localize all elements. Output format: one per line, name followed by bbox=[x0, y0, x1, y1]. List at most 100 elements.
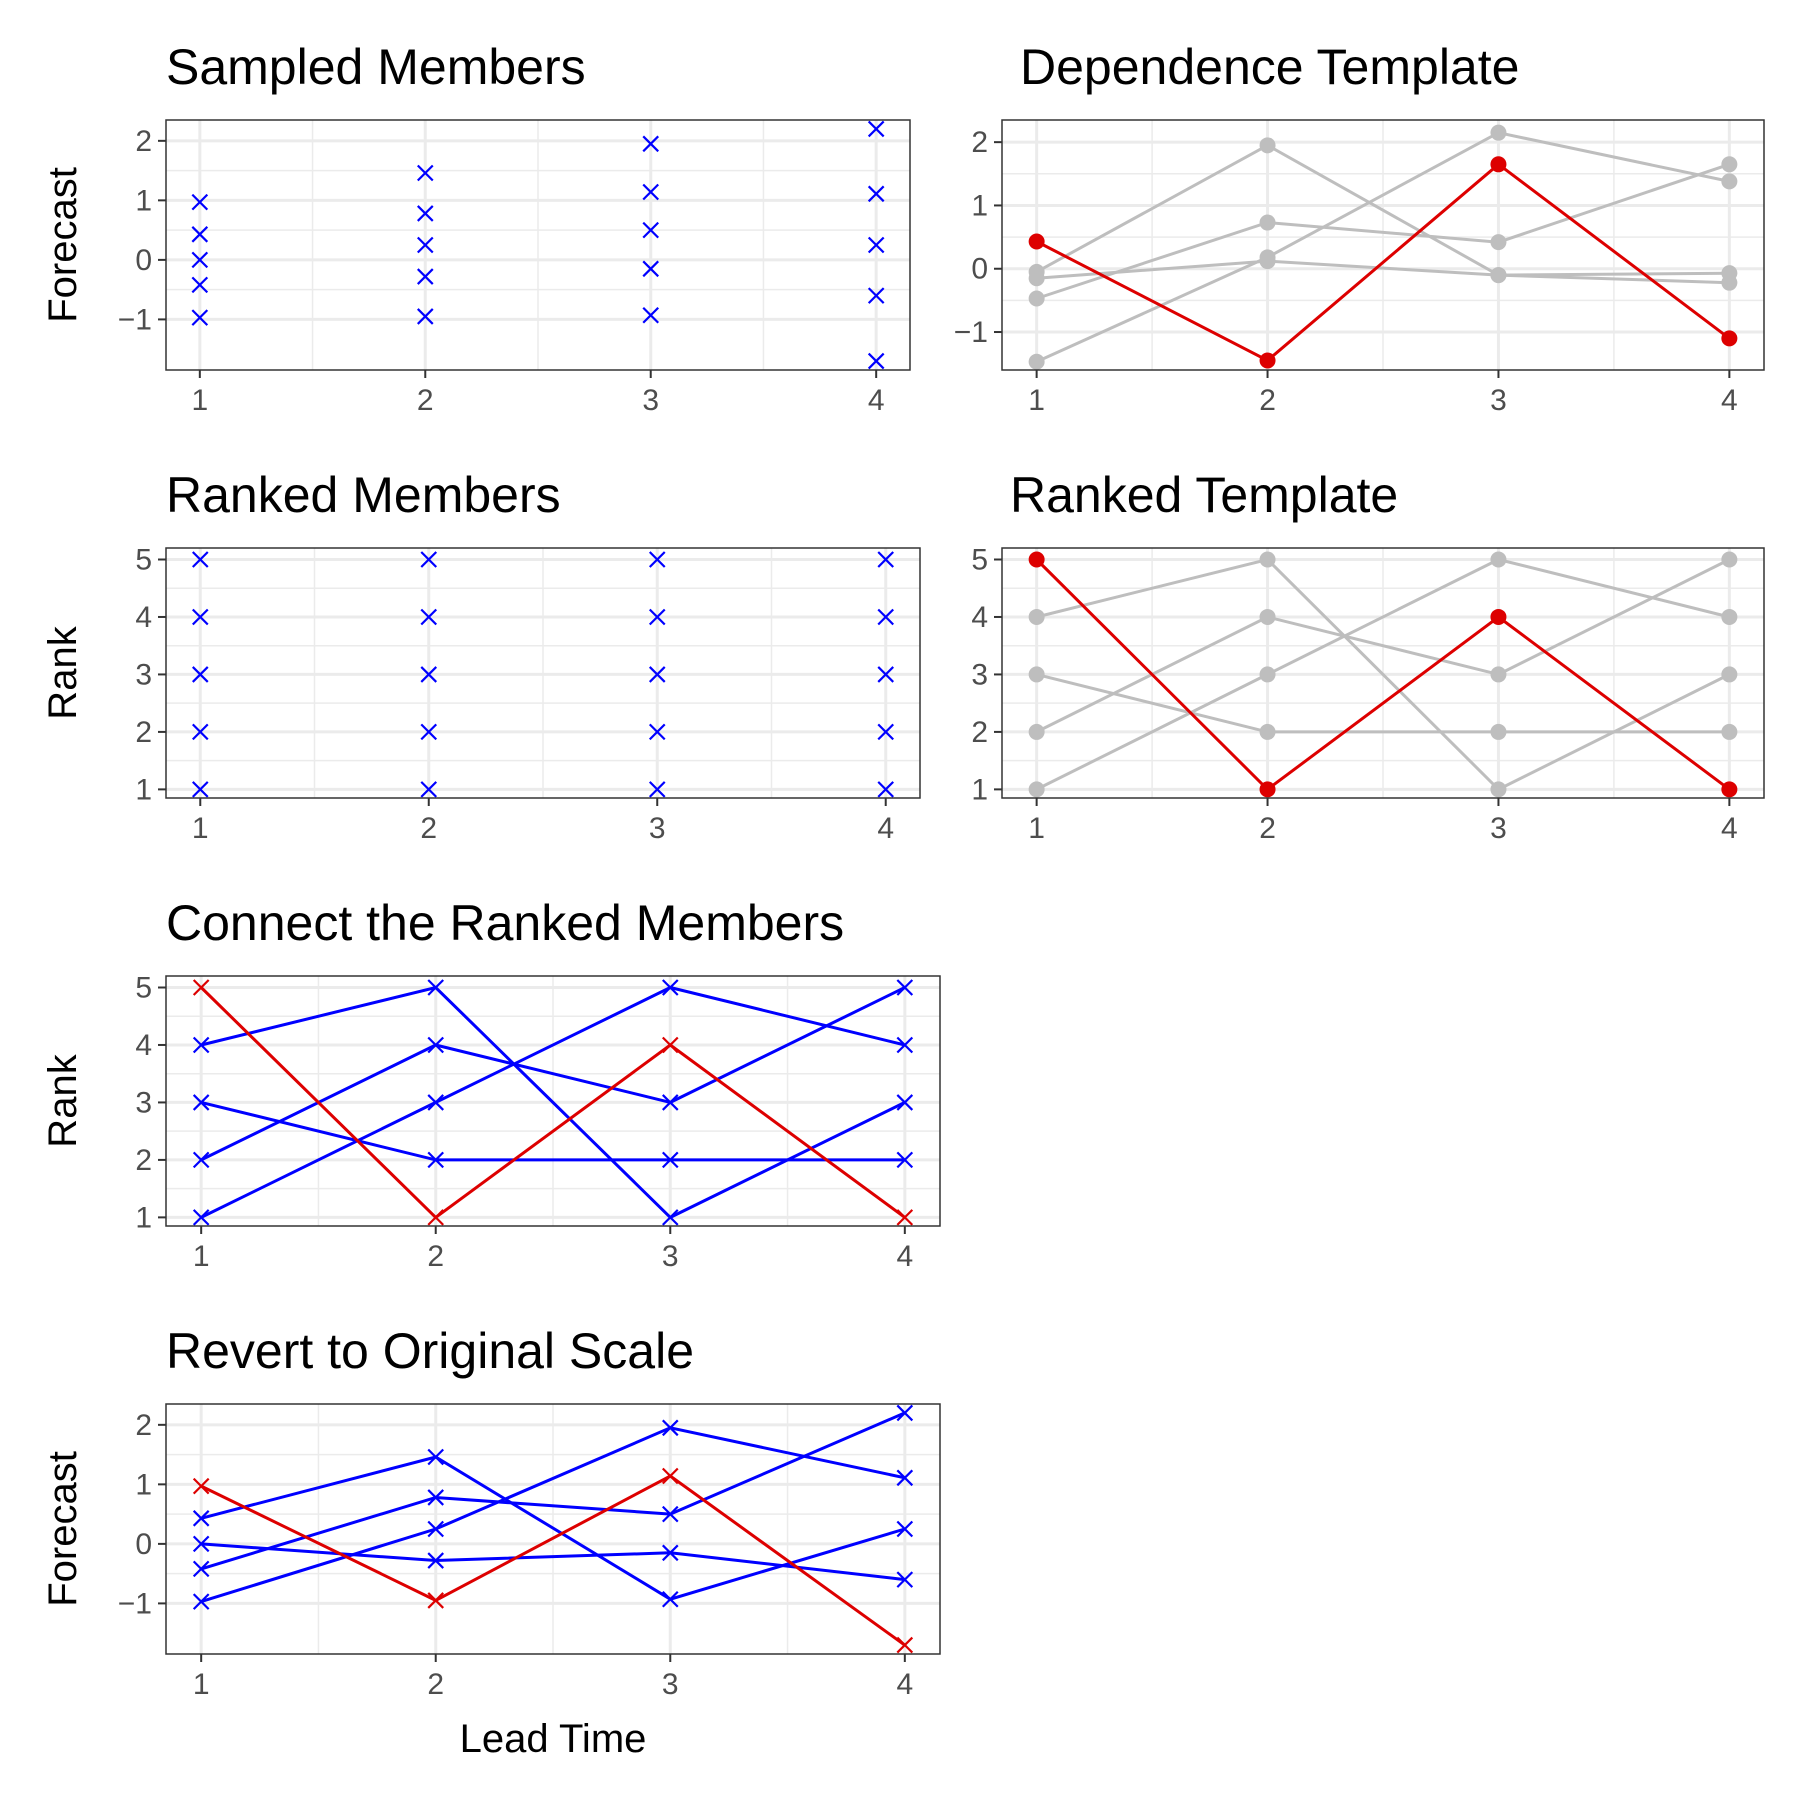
data-point bbox=[192, 1094, 210, 1111]
panel-dependence-template: Dependence Template 1 2 3 4 −1 0 1 2 bbox=[954, 39, 1765, 417]
y-tick-label: 3 bbox=[135, 658, 152, 691]
x-tick-label: 4 bbox=[868, 384, 885, 417]
data-point bbox=[1028, 723, 1045, 740]
x-tick-label: 1 bbox=[192, 812, 209, 845]
panel-border bbox=[165, 547, 921, 799]
plot-area: 1 2 3 4 1 2 3 4 5 bbox=[135, 971, 941, 1273]
x-tick-label: 2 bbox=[417, 384, 434, 417]
x-tick-label: 3 bbox=[649, 812, 666, 845]
data-point bbox=[192, 1151, 210, 1169]
x-tick-label: 3 bbox=[1490, 384, 1507, 417]
x-tick-label: 3 bbox=[642, 384, 659, 417]
data-point bbox=[1490, 234, 1507, 251]
data-point bbox=[420, 781, 438, 798]
data-point bbox=[877, 608, 895, 626]
y-tick-label: 2 bbox=[135, 1409, 152, 1442]
data-point bbox=[416, 205, 434, 222]
data-point bbox=[896, 1469, 914, 1487]
data-point bbox=[416, 308, 434, 325]
data-point bbox=[661, 1036, 679, 1054]
data-point bbox=[896, 979, 914, 996]
data-point bbox=[427, 1209, 445, 1226]
y-tick-label: 5 bbox=[135, 971, 152, 1004]
x-tick-label: 4 bbox=[896, 1668, 913, 1701]
data-point bbox=[191, 251, 209, 269]
data-point bbox=[877, 551, 895, 568]
y-tick-label: 2 bbox=[135, 716, 152, 749]
y-tick-label: 3 bbox=[135, 1086, 152, 1119]
data-point bbox=[877, 723, 895, 741]
data-point bbox=[1259, 723, 1276, 740]
series-line bbox=[200, 1426, 906, 1604]
data-point bbox=[648, 608, 666, 626]
data-point bbox=[867, 185, 885, 203]
y-tick-label: 5 bbox=[971, 543, 988, 576]
data-point bbox=[896, 1209, 914, 1226]
x-tick-label: 1 bbox=[193, 1668, 210, 1701]
y-tick-label: −1 bbox=[118, 303, 152, 336]
data-point bbox=[661, 979, 679, 996]
x-tick-label: 1 bbox=[191, 384, 208, 417]
y-tick-label: 2 bbox=[135, 1144, 152, 1177]
panel-connect-ranked-members: Connect the Ranked Members Rank 1 2 3 4 1 2 3 4… bbox=[41, 895, 941, 1273]
data-point bbox=[1259, 781, 1276, 798]
data-point bbox=[648, 551, 666, 568]
data-point bbox=[1028, 666, 1045, 683]
x-tick-label: 2 bbox=[420, 812, 437, 845]
y-tick-label: 4 bbox=[135, 601, 152, 634]
series-line bbox=[1035, 557, 1730, 791]
data-point bbox=[877, 666, 895, 683]
data-point bbox=[896, 1151, 914, 1169]
panel-ranked-members: Ranked Members Rank 1 2 3 4 1 2 3 4 5 bbox=[41, 467, 921, 845]
data-point bbox=[1028, 551, 1045, 568]
y-tick-label: 0 bbox=[135, 244, 152, 277]
data-point bbox=[1028, 608, 1045, 625]
x-tick-label: 3 bbox=[662, 1668, 679, 1701]
data-point bbox=[648, 781, 666, 798]
data-point bbox=[896, 1520, 914, 1538]
x-axis-label: Lead Time bbox=[460, 1717, 647, 1761]
data-point bbox=[427, 1036, 445, 1054]
panel-title: Revert to Original Scale bbox=[166, 1323, 694, 1379]
plot-area: 1 2 3 4 −1 0 1 2 bbox=[954, 119, 1765, 417]
panel-title: Connect the Ranked Members bbox=[166, 895, 844, 951]
data-point bbox=[192, 1510, 210, 1527]
data-point bbox=[1259, 551, 1276, 568]
data-point bbox=[661, 1505, 679, 1523]
plot-area: 1 2 3 4 1 2 3 4 5 bbox=[135, 543, 921, 845]
panel-revert-original-scale: Revert to Original Scale Forecast 1 2 3 4 −1… bbox=[41, 1323, 941, 1701]
data-point bbox=[661, 1094, 679, 1111]
data-point bbox=[427, 1489, 445, 1506]
data-point bbox=[867, 236, 885, 254]
data-point bbox=[896, 1636, 914, 1654]
data-point bbox=[192, 1477, 210, 1495]
data-point bbox=[896, 1571, 914, 1588]
series-line bbox=[1036, 672, 1730, 734]
data-point bbox=[427, 1592, 445, 1609]
data-point bbox=[1028, 270, 1045, 287]
data-point bbox=[191, 226, 209, 243]
data-point bbox=[1028, 233, 1045, 250]
data-point bbox=[427, 979, 445, 996]
data-point bbox=[661, 1544, 679, 1562]
y-tick-label: 0 bbox=[971, 253, 988, 286]
x-tick-label: 4 bbox=[896, 1240, 913, 1273]
data-point bbox=[427, 1552, 445, 1569]
y-tick-label: 1 bbox=[971, 189, 988, 222]
series-line bbox=[201, 1542, 905, 1582]
data-point bbox=[191, 666, 209, 683]
y-tick-label: 2 bbox=[135, 125, 152, 158]
panel-title: Dependence Template bbox=[1020, 39, 1519, 95]
panel-border bbox=[165, 1403, 941, 1655]
x-tick-label: 4 bbox=[877, 812, 894, 845]
data-point bbox=[1028, 781, 1045, 798]
data-point bbox=[191, 309, 209, 326]
x-tick-label: 2 bbox=[1259, 384, 1276, 417]
data-point bbox=[1259, 253, 1276, 270]
series-line bbox=[1036, 259, 1730, 280]
series-line bbox=[200, 985, 906, 1219]
data-point bbox=[1259, 352, 1276, 369]
y-tick-label: 0 bbox=[135, 1528, 152, 1561]
data-point bbox=[1721, 551, 1738, 568]
data-point bbox=[661, 1467, 679, 1485]
